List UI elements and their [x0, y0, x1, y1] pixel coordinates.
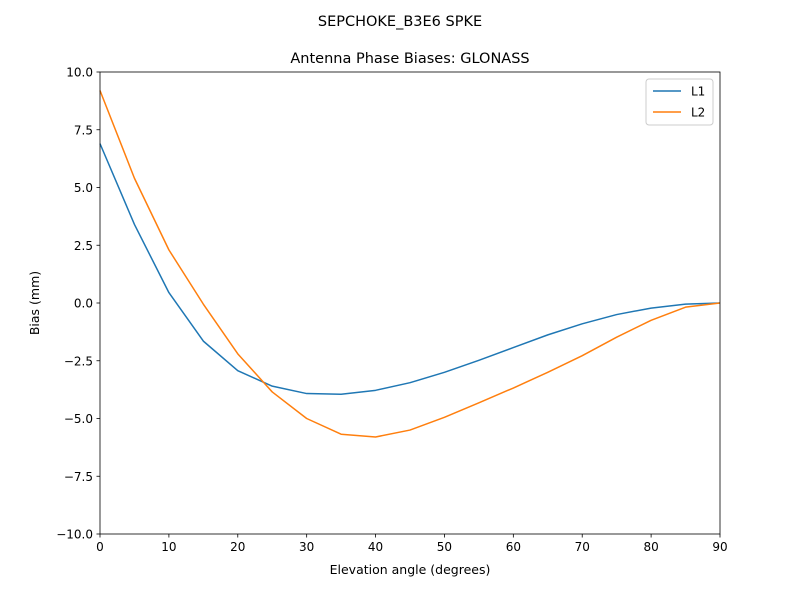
y-tick-label: −10.0 — [56, 528, 93, 542]
x-axis-label: Elevation angle (degrees) — [330, 562, 491, 577]
x-tick-label: 40 — [368, 540, 383, 554]
y-axis-label: Bias (mm) — [27, 271, 42, 335]
y-tick-label: 7.5 — [74, 123, 93, 137]
y-tick-label: −7.5 — [64, 470, 93, 484]
y-tick-label: 2.5 — [74, 239, 93, 253]
legend-label-l2: L2 — [691, 106, 705, 120]
x-tick-label: 30 — [299, 540, 314, 554]
x-tick-label: 90 — [712, 540, 727, 554]
axes-frame — [99, 71, 721, 535]
chart-suptitle: SEPCHOKE_B3E6 SPKE — [318, 14, 482, 30]
x-tick-label: 0 — [96, 540, 104, 554]
y-tick-label: 10.0 — [66, 66, 93, 80]
plot-area: 0 10 20 30 40 50 60 70 80 90 −10.0 −7.5 −5.0 −2.5 0.0 2… — [56, 66, 727, 555]
x-tick-label: 70 — [575, 540, 590, 554]
x-tick-label: 80 — [643, 540, 658, 554]
x-tick-label: 50 — [437, 540, 452, 554]
y-tick-label: −2.5 — [64, 354, 93, 368]
series-line-l2 — [99, 90, 721, 438]
y-tick-label: −5.0 — [64, 412, 93, 426]
chart-title: Antenna Phase Biases: GLONASS — [290, 51, 529, 67]
y-tick-label: 0.0 — [74, 297, 93, 311]
legend-label-l1: L1 — [691, 85, 705, 99]
x-tick-label: 20 — [230, 540, 245, 554]
y-tick-label: 5.0 — [74, 181, 93, 195]
x-tick-label: 60 — [506, 540, 521, 554]
x-tick-label: 10 — [161, 540, 176, 554]
series-line-l1 — [99, 143, 721, 395]
